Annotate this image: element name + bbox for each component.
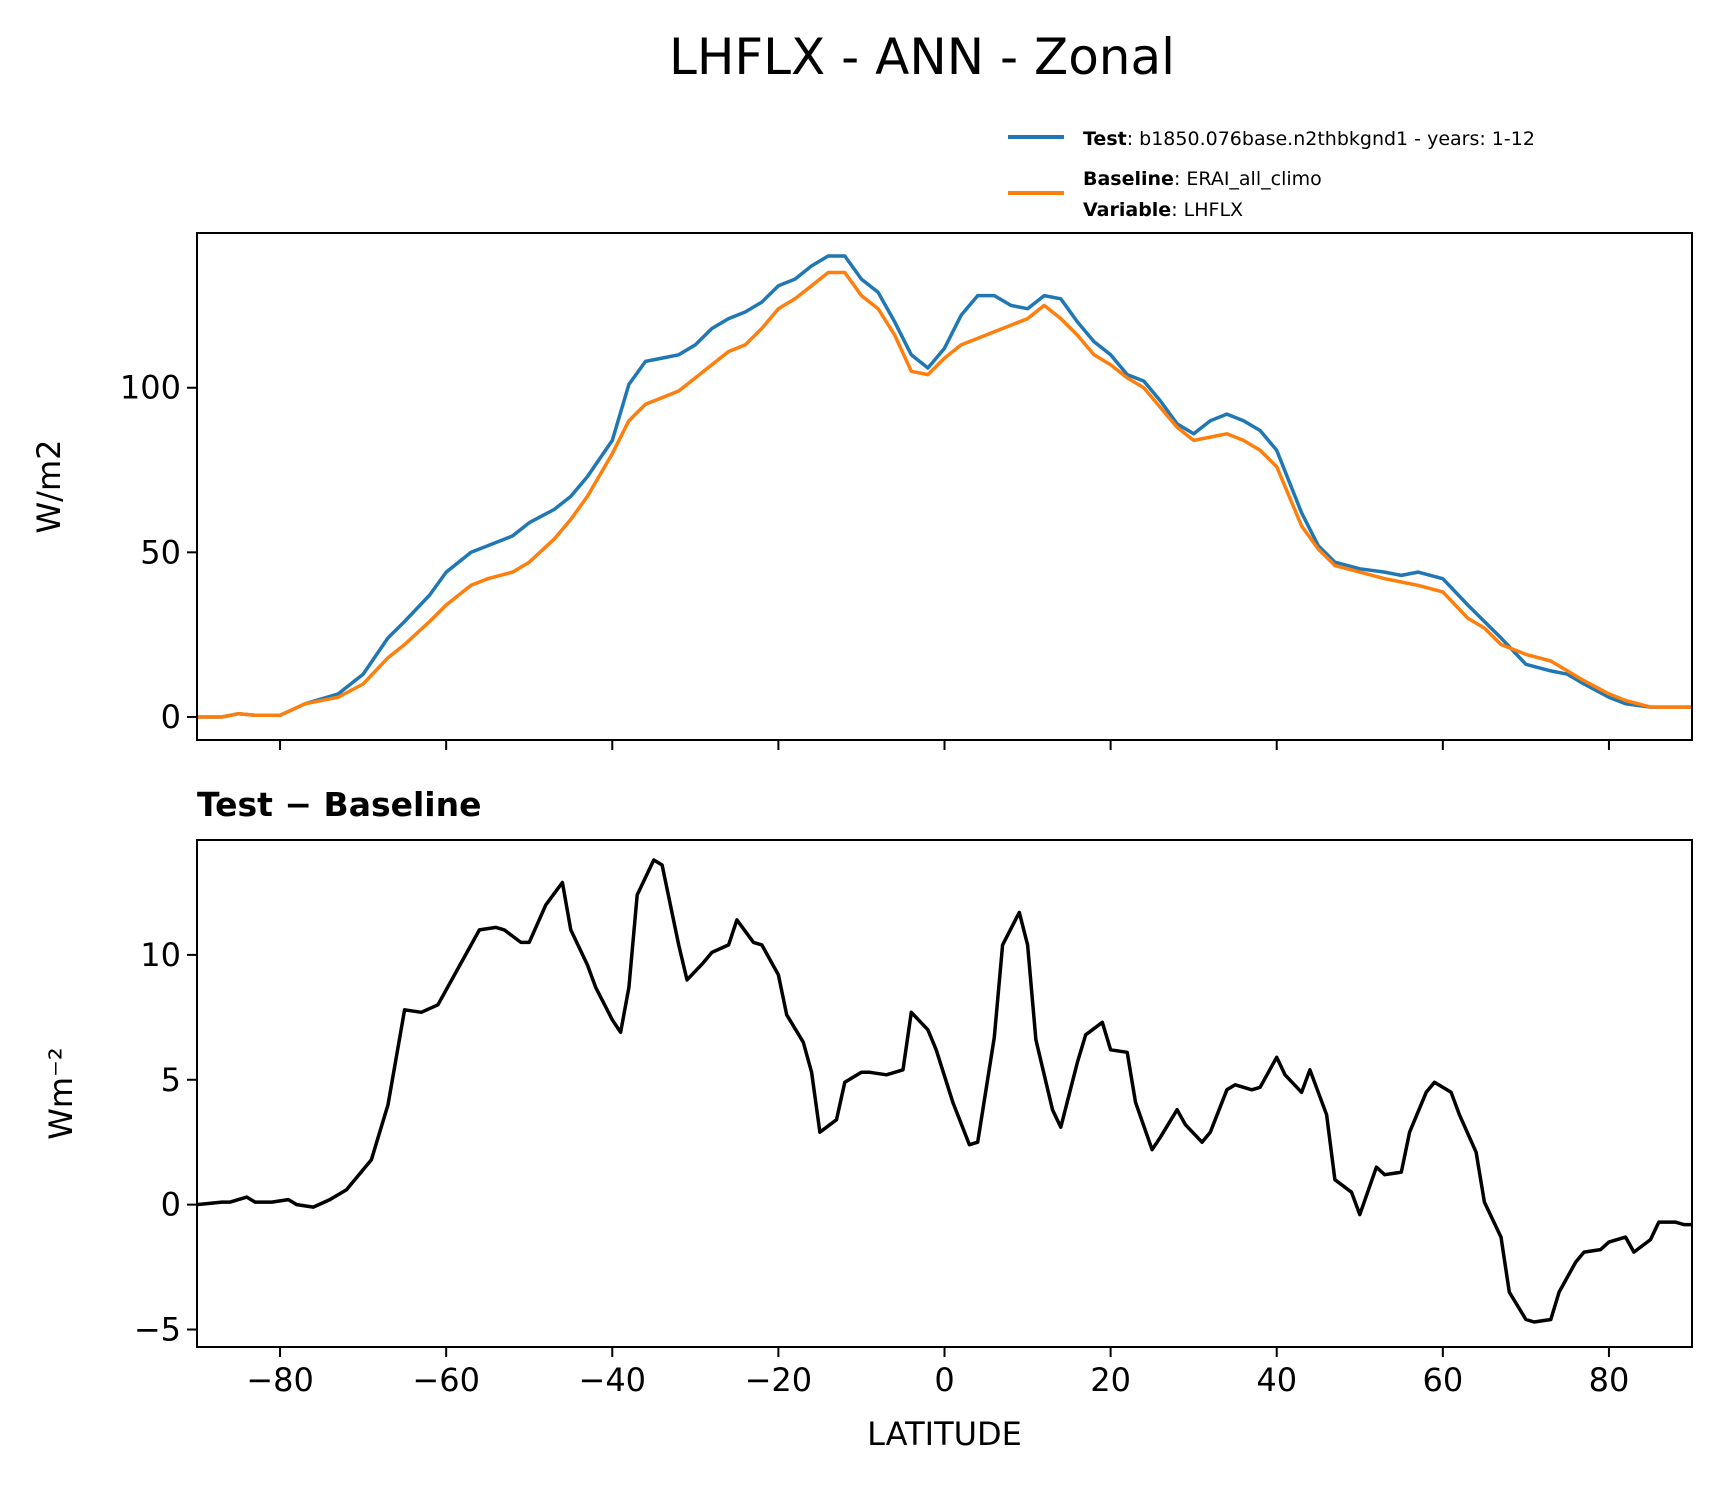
series-line-baseline: [197, 270, 1692, 719]
y-axis-label: W/m2: [30, 440, 68, 534]
y-tick-label: 0: [161, 1186, 181, 1224]
legend-variable-key: Variable: [1083, 199, 1171, 221]
legend-baseline-key: Baseline: [1083, 168, 1174, 190]
panel-title: Test − Baseline: [197, 785, 482, 824]
legend-variable-value: : LHFLX: [1171, 199, 1243, 221]
zonal-mean-panel: 0 50 100 W/m2: [30, 232, 1693, 750]
figure-title: LHFLX - ANN - Zonal: [669, 28, 1175, 86]
series-line-test: [197, 254, 1692, 719]
legend-baseline-value: : ERAI_all_climo: [1174, 168, 1322, 190]
x-tick-label: 0: [934, 1361, 954, 1399]
difference-panel: −5 0 5 10 −80 −60 −40 −20 0 20 40 60 80 Wm⁻² Test − Ba…: [42, 785, 1693, 1453]
y-tick-label: 10: [140, 936, 181, 974]
legend-test-key: Test: [1083, 128, 1127, 150]
x-tick-label: 40: [1256, 1361, 1297, 1399]
legend-test-text: Test: b1850.076base.n2thbkgnd1 - years: …: [1083, 128, 1535, 150]
x-tick-label: −80: [246, 1361, 314, 1399]
y-tick-label: −5: [134, 1311, 181, 1349]
x-axis-label: LATITUDE: [867, 1415, 1022, 1453]
x-tick-label: −20: [745, 1361, 813, 1399]
x-tick-label: 80: [1589, 1361, 1630, 1399]
y-tick-label: 5: [161, 1061, 181, 1099]
x-tick-label: −60: [412, 1361, 480, 1399]
axes-frame: [196, 839, 1693, 1348]
x-tick-label: −40: [579, 1361, 647, 1399]
legend: Test: b1850.076base.n2thbkgnd1 - years: …: [1008, 128, 1535, 221]
x-tick-label: 20: [1090, 1361, 1131, 1399]
y-tick-label: 50: [140, 533, 181, 571]
y-tick-label: 0: [161, 698, 181, 736]
legend-baseline-text: Baseline: ERAI_all_climo: [1083, 168, 1322, 190]
axes-frame: [196, 232, 1693, 741]
x-tick-label: 60: [1422, 1361, 1463, 1399]
y-axis-label: Wm⁻²: [42, 1047, 80, 1140]
y-tick-label: 100: [120, 369, 181, 407]
legend-variable-text: Variable: LHFLX: [1083, 199, 1243, 221]
legend-test-value: : b1850.076base.n2thbkgnd1 - years: 1-12: [1127, 128, 1535, 150]
series-line-test-baseline: [197, 858, 1692, 1324]
